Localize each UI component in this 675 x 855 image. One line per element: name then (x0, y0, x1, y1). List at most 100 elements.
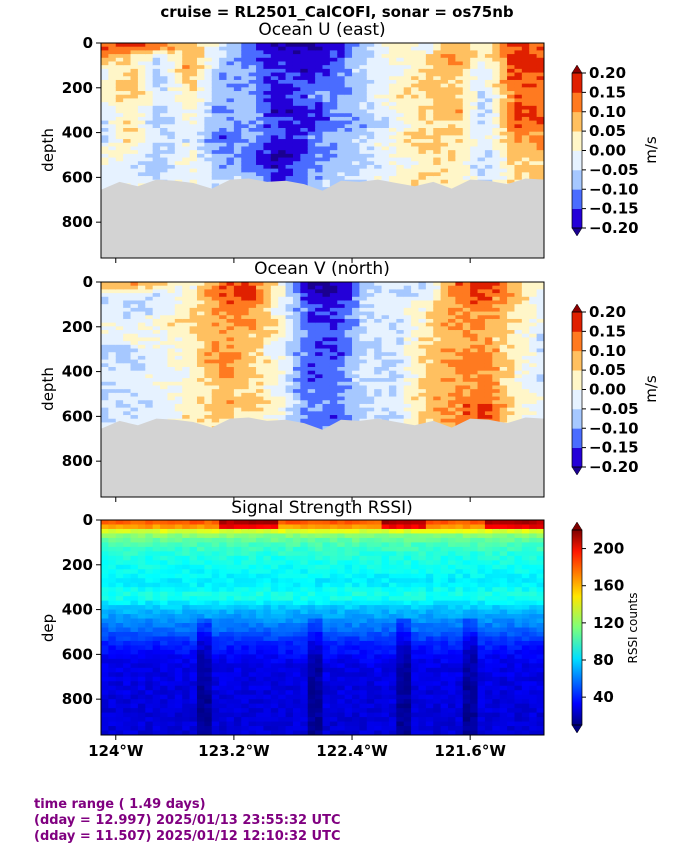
heatmap-cell (448, 153, 456, 159)
heatmap-cell (182, 318, 191, 324)
heatmap-cell (529, 304, 538, 309)
heatmap-cell (263, 415, 272, 420)
heatmap-cell (241, 113, 250, 118)
heatmap-cell (337, 407, 346, 412)
heatmap-cell (292, 164, 301, 170)
heatmap-cell (359, 333, 368, 339)
heatmap-cell (374, 326, 383, 331)
heatmap-cell (477, 333, 486, 339)
heatmap-cell (366, 352, 375, 357)
heatmap-cell (396, 293, 405, 298)
heatmap-cell (388, 127, 397, 133)
heatmap-cell (403, 318, 412, 324)
heatmap-cell (433, 293, 442, 298)
heatmap-cell (492, 50, 501, 55)
heatmap-cell (292, 363, 301, 368)
heatmap-cell (115, 105, 124, 111)
heatmap-cell (536, 109, 544, 114)
heatmap-cell (152, 164, 161, 170)
heatmap-cell (145, 153, 154, 159)
heatmap-cell (278, 333, 287, 339)
heatmap-cell (115, 120, 124, 125)
heatmap-cell (108, 46, 117, 51)
heatmap-cell (344, 396, 353, 401)
heatmap-cell (130, 116, 139, 122)
heatmap-cell (448, 72, 456, 77)
heatmap-cell (307, 403, 316, 409)
heatmap-cell (263, 164, 272, 170)
heatmap-cell (403, 407, 412, 412)
heatmap-cell (137, 127, 146, 133)
heatmap-cell (536, 389, 544, 394)
heatmap-cell (433, 366, 442, 372)
heatmap-cell (292, 157, 301, 162)
heatmap-cell (411, 87, 420, 92)
heatmap-cell (477, 153, 486, 159)
heatmap-cell (433, 150, 442, 155)
heatmap-cell (233, 289, 242, 294)
y-tick-label: 200 (62, 318, 93, 336)
heatmap-cell (270, 168, 279, 173)
heatmap-cell (440, 172, 449, 177)
heatmap-cell (529, 348, 538, 353)
heatmap-cell (455, 330, 464, 335)
heatmap-cell (315, 322, 324, 327)
heatmap-cell (182, 392, 191, 398)
heatmap-cell (337, 113, 346, 118)
heatmap-cell (182, 179, 191, 185)
heatmap-cell (300, 116, 309, 122)
heatmap-cell (337, 50, 346, 55)
heatmap-cell (507, 385, 516, 390)
heatmap-cell (270, 326, 279, 331)
heatmap-cell (285, 127, 294, 133)
heatmap-cell (285, 366, 294, 372)
heatmap-cell (374, 135, 383, 140)
heatmap-cell (470, 296, 479, 302)
heatmap-cell (145, 330, 154, 335)
heatmap-cell (233, 403, 242, 409)
heatmap-cell (462, 139, 471, 144)
heatmap-cell (448, 326, 456, 331)
heatmap-cell (248, 285, 257, 290)
heatmap-cell (315, 113, 324, 118)
heatmap-cell (145, 392, 154, 398)
heatmap-cell (307, 415, 316, 420)
heatmap-cell (167, 50, 176, 55)
heatmap-cell (418, 293, 427, 298)
heatmap-cell (388, 120, 397, 125)
heatmap-cell (433, 105, 442, 111)
heatmap-cell (536, 348, 544, 353)
heatmap-cell (396, 311, 405, 316)
heatmap-cell (219, 304, 228, 309)
heatmap-cell (108, 363, 117, 368)
heatmap-cell (381, 135, 390, 140)
heatmap-cell (366, 337, 375, 342)
heatmap-cell (403, 116, 412, 122)
heatmap-cell (448, 50, 456, 55)
heatmap-cell (196, 172, 205, 177)
heatmap-cell (233, 176, 242, 181)
heatmap-cell (115, 296, 124, 302)
heatmap-cell (521, 385, 530, 390)
heatmap-cell (307, 142, 316, 148)
heatmap-cell (292, 65, 301, 70)
heatmap-cell (292, 355, 301, 361)
heatmap-cell (484, 311, 493, 316)
heatmap-cell (366, 43, 375, 48)
axes-frame-v (100, 281, 545, 498)
heatmap-cell (507, 139, 516, 144)
heatmap-cell (470, 352, 479, 357)
heatmap-cell (455, 370, 464, 375)
heatmap-cell (440, 161, 449, 166)
heatmap-cell (270, 285, 279, 290)
heatmap-cell (145, 374, 154, 379)
heatmap-cell (248, 113, 257, 118)
heatmap-cell (256, 293, 265, 298)
heatmap-cell (521, 79, 530, 85)
heatmap-cell (359, 65, 368, 70)
heatmap-cell (507, 161, 516, 166)
heatmap-cell (492, 296, 501, 302)
heatmap-cell (492, 105, 501, 111)
heatmap-cell (366, 348, 375, 353)
heatmap-cell (455, 150, 464, 155)
